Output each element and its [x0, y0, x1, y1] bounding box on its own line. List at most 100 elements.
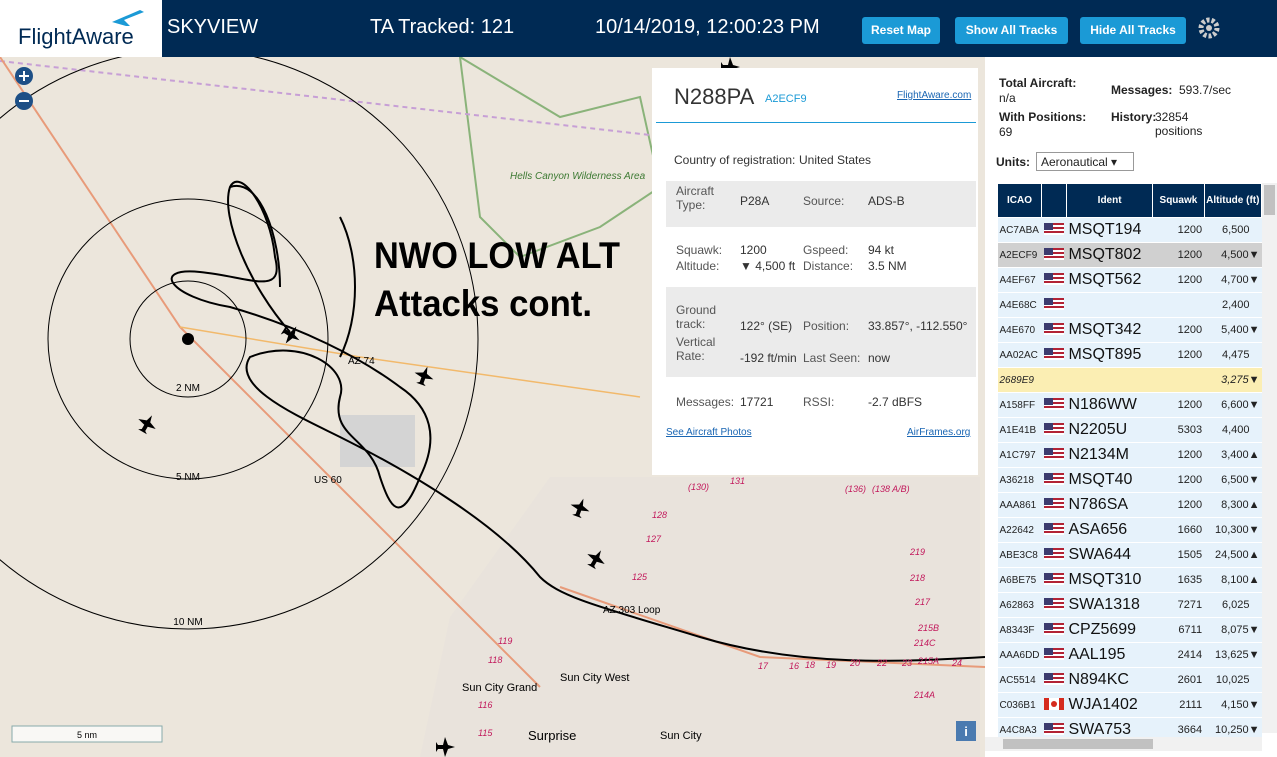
flag-icon	[1043, 422, 1064, 435]
flag-icon	[1043, 447, 1064, 460]
aircraft-row[interactable]: AAA6DD AAL195 2414 13,625▼	[997, 642, 1262, 668]
altitude: 4,475	[1221, 349, 1250, 361]
altitude: 3,275	[1221, 374, 1249, 386]
aircraft-row[interactable]: AAA861 N786SA 1200 8,300▲	[997, 492, 1262, 518]
reset-map-button[interactable]: Reset Map	[862, 17, 940, 44]
icao: AA02AC	[997, 342, 1042, 368]
hide-tracks-button[interactable]: Hide All Tracks	[1080, 17, 1186, 44]
column-header[interactable]: ICAO	[996, 183, 1043, 218]
flag-icon	[1043, 722, 1064, 735]
aircraft-row[interactable]: C036B1 WJA1402 2111 4,150▼	[997, 692, 1262, 718]
road-number: 214A	[913, 690, 935, 700]
altitude-cell: 6,500▼	[1204, 467, 1262, 493]
settings-icon[interactable]	[1197, 16, 1221, 40]
wilderness-boundary	[458, 57, 662, 259]
flag	[1041, 617, 1067, 643]
photos-link[interactable]: See Aircraft Photos	[666, 427, 752, 438]
altitude: 4,700	[1221, 274, 1249, 286]
aircraft-row[interactable]: A2ECF9 MSQT802 1200 4,500▼	[997, 242, 1262, 268]
altitude: 4,400	[1221, 424, 1250, 436]
flag	[1041, 442, 1067, 468]
units-select[interactable]: Aeronautical ▾	[1036, 152, 1134, 171]
highway-us60	[0, 57, 541, 688]
aircraft-row[interactable]: A1E41B N2205U 5303 4,400	[997, 417, 1262, 443]
column-header[interactable]: Ident	[1065, 183, 1154, 218]
field-value: P28A	[740, 194, 770, 208]
column-header	[1041, 183, 1067, 218]
aircraft-info-panel: N288PA A2ECF9 FlightAware.com Country of…	[652, 68, 978, 475]
aircraft-row[interactable]: A62863 SWA1318 7271 6,025	[997, 592, 1262, 618]
altitude: 6,600	[1221, 399, 1249, 411]
road-shield: US 60	[314, 475, 342, 486]
aircraft-row[interactable]: A22642 ASA656 1660 10,300▼	[997, 517, 1262, 543]
aircraft-row[interactable]: AA02AC MSQT895 1200 4,475	[997, 342, 1262, 368]
field-value: 33.857°, -112.550°	[868, 319, 968, 333]
flag-icon	[1043, 347, 1064, 360]
horizontal-scrollbar[interactable]	[985, 737, 1262, 751]
altitude-cell: 13,625▼	[1204, 642, 1262, 668]
icao: 2689E9	[997, 367, 1042, 393]
aircraft-table: ICAO Ident Squawk Altitude (ft) AC7ABA MS…	[996, 183, 1263, 743]
road-number: 128	[652, 510, 667, 520]
flag-icon	[1043, 672, 1064, 685]
aircraft[interactable]	[278, 322, 305, 349]
stat-value: 593.7/sec	[1179, 83, 1232, 97]
airfield	[340, 415, 415, 467]
aircraft[interactable]	[568, 495, 593, 520]
aircraft-row[interactable]: 2689E9 3,275▼	[997, 367, 1262, 393]
altitude: 6,025	[1221, 599, 1250, 611]
column-header[interactable]: Squawk	[1152, 183, 1205, 218]
aircraft-row[interactable]: A4E68C 2,400	[997, 292, 1262, 318]
icao: A2ECF9	[997, 242, 1042, 268]
aircraft-row[interactable]: AC7ABA MSQT194 1200 6,500	[997, 217, 1262, 243]
aircraft-row[interactable]: ABE3C8 SWA644 1505 24,500▲	[997, 542, 1262, 568]
aircraft[interactable]	[412, 363, 437, 388]
place-label: Hells Canyon Wilderness Area	[510, 171, 646, 182]
road-number: 20	[849, 658, 860, 668]
stat-label: Messages:	[1111, 83, 1173, 97]
logo[interactable]: FlightAware	[0, 0, 162, 57]
info-button[interactable]	[956, 721, 976, 741]
flag	[1041, 317, 1067, 343]
altitude-trend: ▼	[1248, 699, 1260, 711]
aircraft-row[interactable]: A4EF67 MSQT562 1200 4,700▼	[997, 267, 1262, 293]
squawk: 1200	[1152, 392, 1205, 418]
aircraft[interactable]	[583, 545, 610, 571]
aircraft[interactable]	[436, 737, 455, 757]
aircraft-row[interactable]: A8343F CPZ5699 6711 8,075▼	[997, 617, 1262, 643]
show-tracks-button[interactable]: Show All Tracks	[955, 17, 1068, 44]
field-value: 1200	[740, 243, 767, 257]
flag	[1041, 217, 1067, 243]
ring-label: 2 NM	[176, 383, 200, 394]
road-number: 115	[478, 728, 493, 738]
highway-az74	[179, 326, 641, 398]
road-number: (138 A/B)	[872, 484, 910, 494]
flag-icon	[1043, 472, 1064, 485]
aircraft-row[interactable]: AC5514 N894KC 2601 10,025	[997, 667, 1262, 693]
flightaware-link[interactable]: FlightAware.com	[897, 90, 972, 101]
flight-track	[339, 216, 356, 358]
airframes-link[interactable]: AirFrames.org	[907, 427, 971, 438]
icao: A36218	[997, 467, 1042, 493]
road-number: 217	[914, 597, 931, 607]
range-ring	[47, 198, 329, 480]
aircraft-row[interactable]: A6BE75 MSQT310 1635 8,100▲	[997, 567, 1262, 593]
ring-label: 5 NM	[176, 472, 200, 483]
altitude: 3,400	[1221, 449, 1249, 461]
aircraft[interactable]	[721, 57, 740, 77]
altitude-cell: 3,400▲	[1204, 442, 1262, 468]
field-label: Source:	[803, 194, 845, 208]
aircraft-row[interactable]: A158FF N186WW 1200 6,600▼	[997, 392, 1262, 418]
aircraft-row[interactable]: A1C797 N2134M 1200 3,400▲	[997, 442, 1262, 468]
vertical-scrollbar[interactable]	[1262, 183, 1277, 733]
column-header[interactable]: Altitude (ft)	[1203, 183, 1263, 218]
aircraft-row[interactable]: A4E670 MSQT342 1200 5,400▼	[997, 317, 1262, 343]
field-label: RSSI:	[803, 395, 835, 409]
datetime: 10/14/2019, 12:00:23 PM	[595, 16, 820, 38]
aircraft-row[interactable]: A36218 MSQT40 1200 6,500▼	[997, 467, 1262, 493]
altitude: 10,025	[1215, 674, 1250, 686]
aircraft[interactable]	[134, 410, 161, 436]
road-number: 119	[498, 636, 512, 646]
ident	[1066, 367, 1153, 393]
altitude: 6,500	[1221, 474, 1249, 486]
